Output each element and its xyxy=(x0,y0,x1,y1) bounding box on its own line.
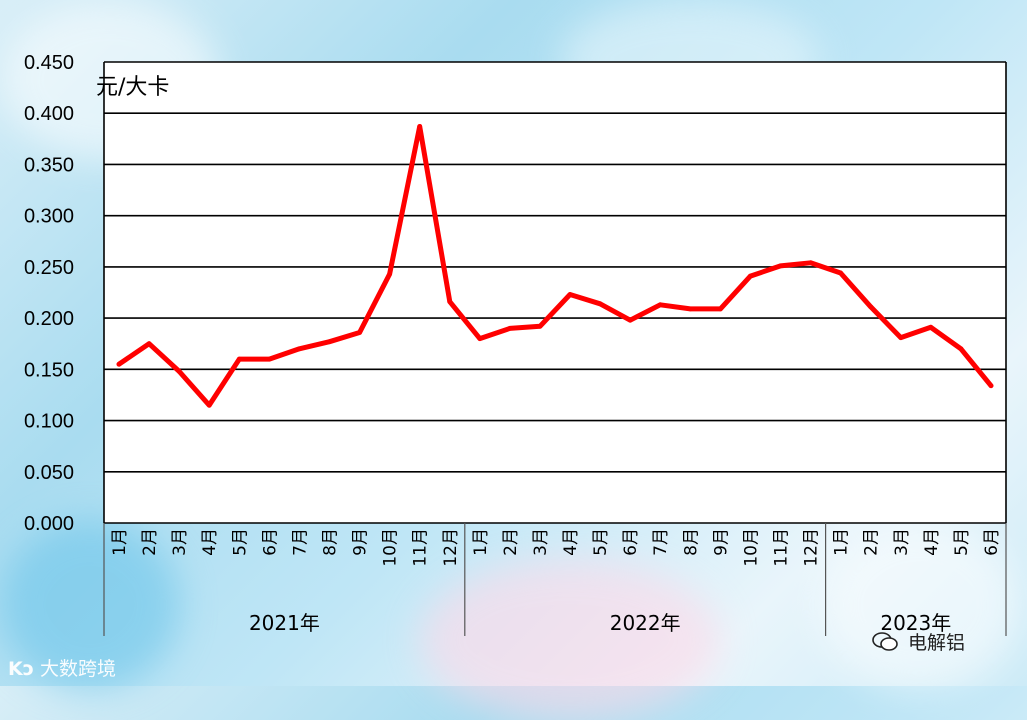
y-tick-label: 0.000 xyxy=(24,513,74,535)
x-tick-label: 3月 xyxy=(892,528,912,556)
x-tick-label: 6月 xyxy=(260,528,280,556)
watermark-left-text: 大数跨境 xyxy=(40,658,117,680)
x-tick-label: 8月 xyxy=(681,528,701,556)
data-point xyxy=(898,335,904,340)
data-point xyxy=(297,346,302,352)
wechat-icon xyxy=(872,632,898,651)
line-chart: 0.450 0.400 0.350 0.300 0.250 0.200 0.150 0.100… xyxy=(24,52,1007,636)
data-point xyxy=(778,263,783,269)
data-point xyxy=(868,304,874,310)
y-tick-label: 0.100 xyxy=(24,411,74,433)
year-group-label: 2023年 xyxy=(880,611,951,635)
data-point xyxy=(387,271,393,277)
x-tick-label: 4月 xyxy=(200,528,220,556)
x-tick-label: 8月 xyxy=(321,528,341,556)
data-point xyxy=(627,317,633,323)
data-point xyxy=(988,383,994,389)
watermark-left: Kↄ 大数跨境 xyxy=(8,654,116,681)
plot-area xyxy=(104,62,1006,523)
data-point xyxy=(206,402,212,408)
data-point xyxy=(447,299,453,305)
x-tick-label: 4月 xyxy=(561,528,581,556)
data-point xyxy=(146,341,152,347)
x-tick-label: 1月 xyxy=(471,528,491,556)
x-tick-label: 2月 xyxy=(501,528,521,556)
y-tick-label: 0.250 xyxy=(24,257,74,279)
data-point xyxy=(266,356,272,362)
year-group-label: 2022年 xyxy=(610,611,681,635)
x-axis: 1月 2月 3月 4月 5月 6月 7月 8月 9月 10月 11月 12月 1月 2月 3月 4月 5月 6月 7… xyxy=(103,523,1007,636)
y-tick-label: 0.200 xyxy=(24,308,74,330)
data-point xyxy=(928,324,934,330)
year-group-label: 2021年 xyxy=(249,611,320,635)
x-tick-label: 12月 xyxy=(802,528,822,567)
x-tick-label: 2月 xyxy=(140,528,160,556)
x-tick-label: 6月 xyxy=(982,528,1002,556)
data-point xyxy=(507,325,513,331)
gridlines xyxy=(103,61,1007,524)
x-tick-label: 3月 xyxy=(531,528,551,556)
x-tick-label: 7月 xyxy=(651,528,671,556)
x-tick-label: 5月 xyxy=(952,528,972,556)
data-point xyxy=(116,361,122,367)
data-point xyxy=(657,302,663,308)
data-point xyxy=(327,339,332,345)
x-tick-label: 9月 xyxy=(711,528,731,556)
x-tick-label: 11月 xyxy=(772,528,792,567)
x-tick-label: 3月 xyxy=(170,528,190,556)
y-tick-label: 0.150 xyxy=(24,359,74,381)
data-point xyxy=(958,346,964,352)
unit-label: 元/大卡 xyxy=(96,75,169,100)
x-tick-label: 7月 xyxy=(290,528,310,556)
data-point xyxy=(687,306,693,312)
x-tick-label: 2月 xyxy=(862,528,882,556)
data-point xyxy=(417,124,423,129)
x-tick-label: 4月 xyxy=(922,528,942,556)
x-tick-label: 9月 xyxy=(351,528,371,556)
watermark-right-text: 电解铝 xyxy=(908,632,966,654)
data-point xyxy=(357,330,362,335)
data-point xyxy=(597,301,603,307)
watermark-right: 电解铝 xyxy=(872,628,965,655)
x-tick-label: 5月 xyxy=(230,528,250,556)
x-tick-label: 1月 xyxy=(110,528,130,556)
data-point xyxy=(838,270,844,276)
y-tick-label: 0.300 xyxy=(24,206,74,228)
x-tick-label: 10月 xyxy=(381,528,401,567)
x-tick-label: 10月 xyxy=(741,528,761,567)
background-bokeh xyxy=(0,520,180,690)
x-tick-label: 12月 xyxy=(441,528,461,567)
data-point xyxy=(808,260,813,266)
data-point xyxy=(567,292,573,297)
data-point xyxy=(537,323,543,329)
y-axis-ticks: 0.450 0.400 0.350 0.300 0.250 0.200 0.150 0.100… xyxy=(24,52,74,535)
x-tick-label: 11月 xyxy=(411,528,431,567)
y-tick-label: 0.450 xyxy=(24,52,74,74)
x-tick-label: 6月 xyxy=(621,528,641,556)
y-tick-label: 0.400 xyxy=(24,103,74,125)
series-line xyxy=(116,124,994,408)
data-point xyxy=(477,336,483,341)
data-point xyxy=(236,356,242,362)
x-tick-label: 5月 xyxy=(591,528,611,556)
data-point xyxy=(176,368,182,374)
series-points xyxy=(116,124,994,408)
data-point xyxy=(748,273,753,279)
data-point xyxy=(717,306,723,312)
background-bokeh xyxy=(820,520,1020,690)
y-tick-label: 0.050 xyxy=(24,462,74,484)
watermark-logo-icon: Kↄ xyxy=(8,658,34,680)
y-tick-label: 0.350 xyxy=(24,154,74,176)
x-tick-label: 1月 xyxy=(832,528,852,556)
